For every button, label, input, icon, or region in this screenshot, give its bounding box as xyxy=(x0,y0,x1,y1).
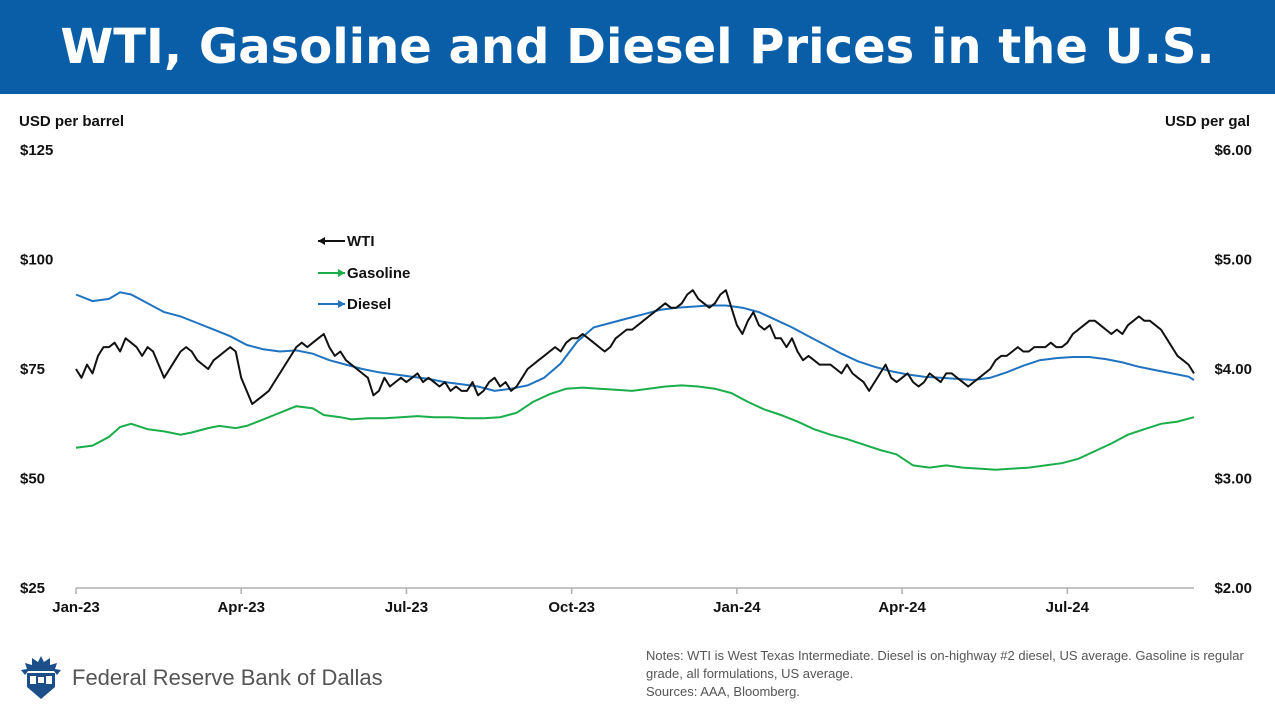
wti-series-line xyxy=(75,289,1195,405)
dallas-fed-seal-icon xyxy=(21,656,61,699)
x-tick-label: Jan-24 xyxy=(713,599,761,616)
legend-item-gasoline: Gasoline xyxy=(318,265,410,282)
x-tick-label: Jul-24 xyxy=(1046,599,1090,616)
legend: WTI Gasoline Diesel xyxy=(318,233,410,313)
diesel-series-line xyxy=(75,291,1195,392)
x-tick-label: Jan-23 xyxy=(52,599,100,616)
legend-item-wti: WTI xyxy=(318,233,375,250)
left-axis-title: USD per barrel xyxy=(19,113,124,130)
right-axis-title: USD per gal xyxy=(1165,113,1250,130)
right-tick-label: $3.00 xyxy=(1214,471,1252,488)
legend-item-diesel: Diesel xyxy=(318,296,391,313)
gasoline-series-line xyxy=(75,384,1195,471)
x-tick-label: Apr-23 xyxy=(217,599,265,616)
legend-gasoline-arrow-icon xyxy=(338,269,345,277)
right-tick-label: $4.00 xyxy=(1214,361,1252,378)
left-tick-label: $125 xyxy=(20,142,53,159)
left-tick-label: $50 xyxy=(20,471,45,488)
legend-diesel-label: Diesel xyxy=(347,296,391,313)
left-axis-ticks: $125 $100 $75 $50 $25 xyxy=(20,142,53,597)
legend-wti-arrow-icon xyxy=(318,237,325,245)
organization-name: Federal Reserve Bank of Dallas xyxy=(72,665,383,690)
page-title: WTI, Gasoline and Diesel Prices in the U… xyxy=(60,19,1215,75)
sources-text: Sources: AAA, Bloomberg. xyxy=(646,684,800,699)
notes-text: Notes: WTI is West Texas Intermediate. D… xyxy=(646,648,1244,681)
right-axis-ticks: $6.00 $5.00 $4.00 $3.00 $2.00 xyxy=(1214,142,1252,597)
legend-wti-label: WTI xyxy=(347,233,375,250)
right-tick-label: $2.00 xyxy=(1214,580,1252,597)
title-banner: WTI, Gasoline and Diesel Prices in the U… xyxy=(0,0,1275,94)
right-tick-label: $5.00 xyxy=(1214,252,1252,269)
legend-diesel-arrow-icon xyxy=(338,300,345,308)
x-axis-ticks: Jan-23 Apr-23 Jul-23 Oct-23 Jan-24 Apr-24 Jul-… xyxy=(52,588,1090,616)
price-chart: USD per barrel USD per gal $125 $100 $75 $5… xyxy=(19,113,1252,616)
legend-gasoline-label: Gasoline xyxy=(347,265,410,282)
left-tick-label: $25 xyxy=(20,580,45,597)
x-tick-label: Apr-24 xyxy=(878,599,926,616)
left-tick-label: $100 xyxy=(20,252,53,269)
left-tick-label: $75 xyxy=(20,361,45,378)
x-tick-label: Oct-23 xyxy=(548,599,595,616)
x-tick-label: Jul-23 xyxy=(385,599,428,616)
chart-notes: Notes: WTI is West Texas Intermediate. D… xyxy=(646,647,1256,701)
right-tick-label: $6.00 xyxy=(1214,142,1252,159)
